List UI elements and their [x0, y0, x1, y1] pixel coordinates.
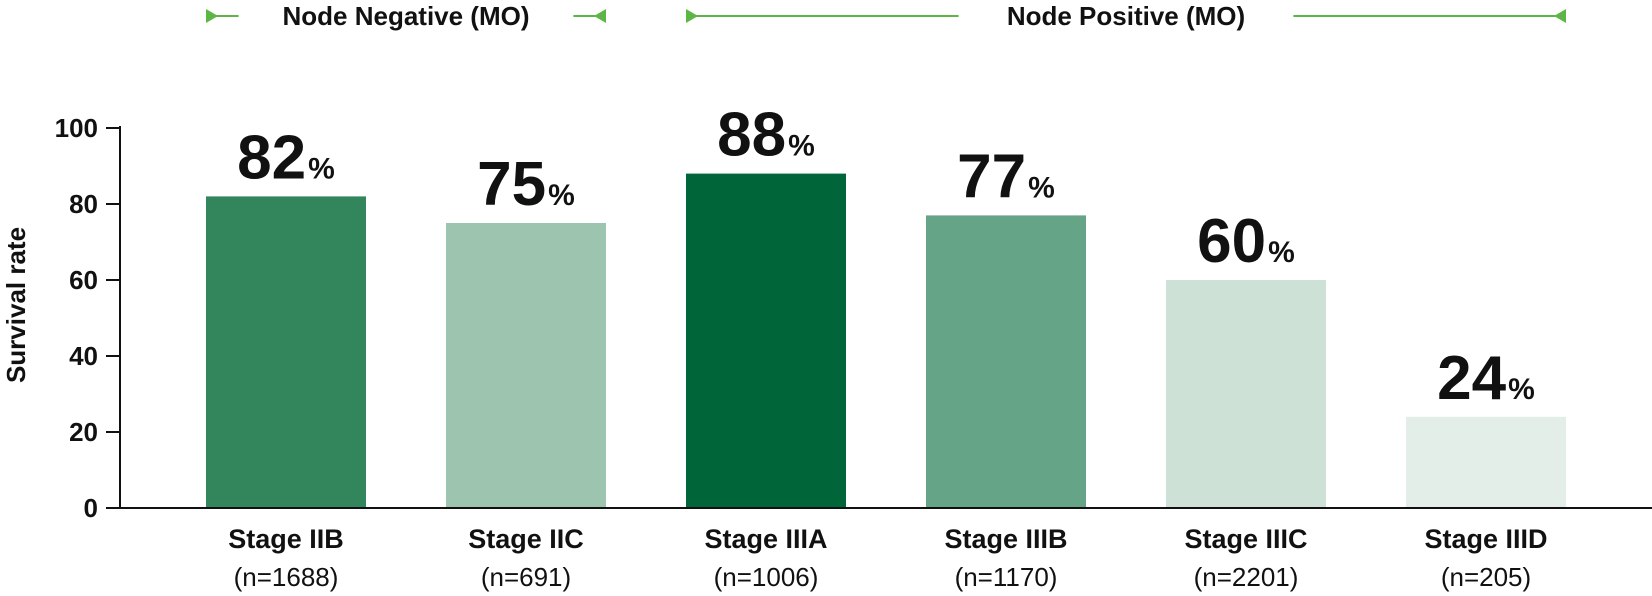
value-label-percent: %: [308, 152, 335, 185]
group-arrow-left: [686, 9, 698, 23]
group-arrow-right: [594, 9, 606, 23]
y-tick-label: 80: [69, 189, 98, 219]
value-label: 77%: [957, 142, 1055, 211]
value-label-percent: %: [548, 179, 575, 212]
x-category-label: Stage IIIA: [704, 524, 827, 554]
x-category-label: Stage IIIB: [944, 524, 1067, 554]
value-label-number: 75: [477, 150, 546, 219]
value-label-number: 60: [1197, 207, 1266, 276]
bar-stage-iic: [446, 223, 606, 508]
value-label-number: 24: [1437, 344, 1506, 413]
x-category-label: Stage IIB: [228, 524, 344, 554]
x-sample-size-label: (n=1006): [714, 562, 819, 592]
x-sample-size-label: (n=1688): [234, 562, 339, 592]
bar-stage-iib: [206, 196, 366, 508]
y-tick-label: 40: [69, 341, 98, 371]
group-label: Node Negative (MO): [282, 1, 529, 31]
value-label-percent: %: [1268, 236, 1295, 269]
y-axis-label: Survival rate: [1, 227, 31, 383]
bar-stage-iiib: [926, 215, 1086, 508]
value-label-number: 88: [717, 101, 786, 170]
x-category-label: Stage IIIC: [1184, 524, 1307, 554]
x-axis: Stage IIB (n=1688) Stage IIC (n=691) Stage I…: [120, 507, 1652, 592]
y-tick-label: 60: [69, 265, 98, 295]
value-label-percent: %: [788, 130, 815, 163]
group-arrow-right: [1554, 9, 1566, 23]
x-sample-size-label: (n=691): [481, 562, 571, 592]
value-label-percent: %: [1028, 171, 1055, 204]
group-label: Node Positive (MO): [1007, 1, 1245, 31]
y-tick-label: 0: [84, 493, 98, 523]
y-tick-label: 20: [69, 417, 98, 447]
value-labels: 82% 75%88% 77%60%24%: [237, 101, 1535, 413]
value-label: 60%: [1197, 207, 1295, 276]
x-sample-size-label: (n=2201): [1194, 562, 1299, 592]
group-arrow-left: [206, 9, 218, 23]
value-label: 88%: [717, 101, 815, 170]
value-label: 24%: [1437, 344, 1535, 413]
x-category-label: Stage IIID: [1424, 524, 1547, 554]
bars: [206, 173, 1566, 508]
value-label-number: 77: [957, 142, 1026, 211]
value-label: 75%: [477, 150, 575, 219]
value-label: 82%: [237, 123, 335, 192]
x-category-label: Stage IIC: [468, 524, 584, 554]
x-sample-size-label: (n=1170): [955, 562, 1058, 592]
y-axis: 0 20 40 60 80 100: [55, 113, 121, 523]
value-label-number: 82: [237, 123, 306, 192]
x-sample-size-label: (n=205): [1441, 562, 1531, 592]
value-label-percent: %: [1508, 373, 1535, 406]
group-brackets: Node Negative (MO) Node Positive (MO): [206, 1, 1566, 31]
bar-stage-iiic: [1166, 280, 1326, 508]
bar-stage-iiia: [686, 173, 846, 508]
bar-stage-iiid: [1406, 416, 1566, 508]
y-tick-label: 100: [55, 113, 98, 143]
